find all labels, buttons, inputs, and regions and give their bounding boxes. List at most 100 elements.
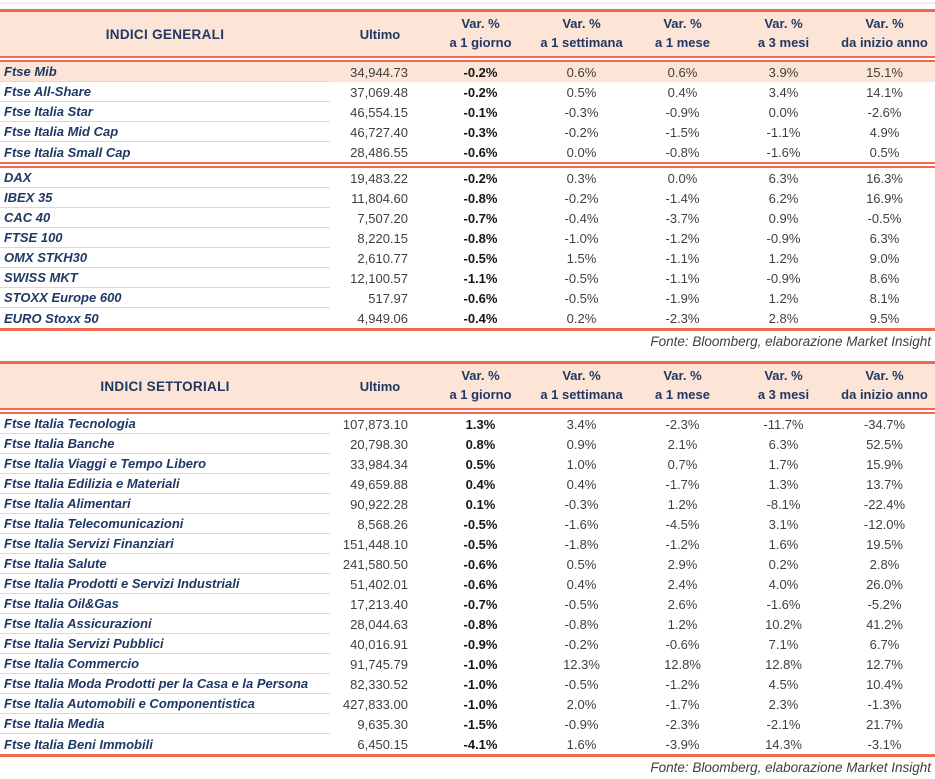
column-header-line1: Var. % (562, 16, 601, 32)
var-value: 0.0% (566, 144, 597, 160)
var-value: -0.9% (463, 636, 498, 652)
column-header-line1: Var. % (663, 368, 702, 384)
var-value: -0.4% (564, 210, 599, 226)
ultimo-value: 6,450.15 (357, 736, 408, 752)
var-value: 3.4% (566, 416, 597, 432)
column-header-line2: a 1 settimana (540, 35, 623, 50)
table-row: Ftse Mib 34,944.73 -0.2% 0.6% 0.6% 3.9% 15.1% (0, 62, 935, 82)
column-header-line1: Var. % (764, 16, 803, 32)
var-value: -3.1% (867, 736, 902, 752)
column-header-var: Var. % a 3 mesi (733, 15, 834, 53)
source-note: Fonte: Bloomberg, elaborazione Market In… (650, 334, 931, 349)
ultimo-value: 2,610.77 (357, 250, 408, 266)
column-header-line2: a 1 settimana (540, 387, 623, 402)
column-header-line2: a 1 giorno (449, 35, 512, 50)
var-value: 9.5% (869, 310, 900, 326)
var-value: -0.9% (665, 104, 700, 120)
index-name: Ftse All-Share (0, 82, 330, 102)
var-value: 52.5% (866, 436, 903, 452)
table-row: DAX 19,483.22 -0.2% 0.3% 0.0% 6.3% 16.3% (0, 168, 935, 188)
var-value: -2.1% (766, 716, 801, 732)
var-value: -0.5% (463, 516, 498, 532)
var-value: -0.3% (463, 124, 498, 140)
table-row: Ftse Italia Telecomunicazioni 8,568.26 -0.… (0, 514, 935, 534)
column-header-var: Var. % a 1 giorno (430, 367, 531, 405)
var-value: -0.6% (463, 556, 498, 572)
index-name: Ftse Italia Tecnologia (0, 414, 330, 434)
column-header-line2: da inizio anno (841, 35, 928, 50)
var-value: -4.1% (463, 736, 498, 752)
var-value: 1.2% (667, 616, 698, 632)
var-value: 0.4% (667, 84, 698, 100)
var-value: 8.6% (869, 270, 900, 286)
ultimo-value: 51,402.01 (350, 576, 408, 592)
ultimo-value: 91,745.79 (350, 656, 408, 672)
var-value: -0.8% (564, 616, 599, 632)
var-value: 0.5% (465, 456, 496, 472)
ultimo-value: 82,330.52 (350, 676, 408, 692)
column-header-line2: da inizio anno (841, 387, 928, 402)
var-value: 0.9% (566, 436, 597, 452)
var-value: 2.1% (667, 436, 698, 452)
var-value: 15.9% (866, 456, 903, 472)
var-value: 41.2% (866, 616, 903, 632)
var-value: -0.7% (463, 596, 498, 612)
column-header-line1: Var. % (865, 368, 904, 384)
ultimo-value: 8,568.26 (357, 516, 408, 532)
var-value: 16.3% (866, 170, 903, 186)
ultimo-value: 151,448.10 (342, 536, 408, 552)
ultimo-value: 33,984.34 (350, 456, 408, 472)
var-value: -1.2% (665, 536, 700, 552)
column-header-var: Var. % da inizio anno (834, 367, 935, 405)
ultimo-value: 37,069.48 (350, 84, 408, 100)
var-value: -1.8% (564, 536, 599, 552)
var-value: -3.7% (665, 210, 700, 226)
column-header-line1: Var. % (865, 16, 904, 32)
var-value: -0.2% (463, 84, 498, 100)
ultimo-value: 19,483.22 (350, 170, 408, 186)
var-value: 6.2% (768, 190, 799, 206)
var-value: 13.7% (866, 476, 903, 492)
var-value: 0.4% (566, 476, 597, 492)
var-value: -1.0% (564, 230, 599, 246)
var-value: -0.2% (564, 636, 599, 652)
table-row: Ftse Italia Servizi Pubblici 40,016.91 -0.… (0, 634, 935, 654)
ultimo-value: 7,507.20 (357, 210, 408, 226)
var-value: 12.7% (866, 656, 903, 672)
var-value: -0.8% (665, 144, 700, 160)
var-value: -1.5% (665, 124, 700, 140)
var-value: -0.8% (463, 230, 498, 246)
index-name: Ftse Italia Salute (0, 554, 330, 574)
var-value: 0.1% (465, 496, 496, 512)
ultimo-value: 90,922.28 (350, 496, 408, 512)
row-group: DAX 19,483.22 -0.2% 0.3% 0.0% 6.3% 16.3% IBEX 3… (0, 168, 935, 328)
index-name: DAX (0, 168, 330, 188)
index-name: Ftse Italia Assicurazioni (0, 614, 330, 634)
var-value: 14.3% (765, 736, 802, 752)
var-value: -0.5% (463, 250, 498, 266)
var-value: 4.9% (869, 124, 900, 140)
column-header-var: Var. % a 1 mese (632, 15, 733, 53)
table-row: EURO Stoxx 50 4,949.06 -0.4% 0.2% -2.3% 2.8% 9… (0, 308, 935, 328)
var-value: 0.8% (465, 436, 496, 452)
var-value: -0.5% (867, 210, 902, 226)
column-header-line1: Var. % (663, 16, 702, 32)
var-value: 1.7% (768, 456, 799, 472)
var-value: 3.1% (768, 516, 799, 532)
var-value: -0.3% (564, 496, 599, 512)
ultimo-value: 34,944.73 (350, 64, 408, 80)
var-value: 0.2% (566, 310, 597, 326)
index-name: Ftse Italia Telecomunicazioni (0, 514, 330, 534)
var-value: 0.7% (667, 456, 698, 472)
var-value: 3.4% (768, 84, 799, 100)
row-group: Ftse Mib 34,944.73 -0.2% 0.6% 0.6% 3.9% 15.1% F… (0, 62, 935, 162)
var-value: -0.5% (564, 676, 599, 692)
var-value: 1.2% (667, 496, 698, 512)
index-name: FTSE 100 (0, 228, 330, 248)
var-value: 1.0% (566, 456, 597, 472)
var-value: -0.4% (463, 310, 498, 326)
var-value: 6.3% (768, 170, 799, 186)
var-value: 0.2% (768, 556, 799, 572)
column-header-ultimo: Ultimo (359, 378, 401, 394)
var-value: -1.0% (463, 676, 498, 692)
